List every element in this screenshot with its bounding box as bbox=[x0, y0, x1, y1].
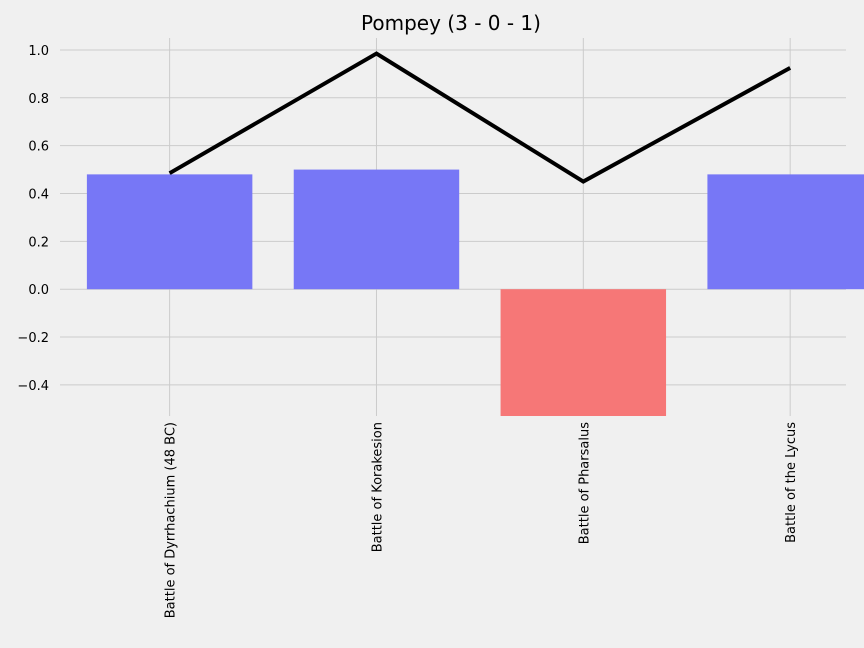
bar bbox=[707, 174, 864, 290]
y-tick-label: −0.2 bbox=[17, 331, 49, 346]
y-tick-label: 0.8 bbox=[28, 92, 49, 107]
y-tick-label: 0.6 bbox=[28, 140, 49, 155]
series-line bbox=[168, 51, 792, 184]
series-line-group bbox=[168, 51, 792, 184]
y-tick-label: −0.4 bbox=[17, 379, 49, 394]
bar bbox=[293, 169, 460, 290]
y-tick-label: 0.4 bbox=[28, 188, 49, 203]
x-tick-label: Battle of Pharsalus bbox=[577, 422, 592, 544]
x-tick-label: Battle of Dyrrhachium (48 BC) bbox=[164, 422, 179, 618]
bars bbox=[86, 169, 864, 416]
y-tick-label: 0.0 bbox=[28, 283, 49, 298]
bar bbox=[86, 174, 253, 290]
x-axis-ticks: Battle of Dyrrhachium (48 BC) Battle of K… bbox=[164, 422, 800, 618]
y-axis-ticks: −0.4 −0.2 0.0 0.2 0.4 0.6 0.8 1.0 bbox=[17, 44, 49, 394]
y-tick-label: 0.2 bbox=[28, 235, 49, 250]
x-tick-label: Battle of the Lycus bbox=[784, 422, 799, 543]
chart-title: Pompey (3 - 0 - 1) bbox=[361, 11, 541, 35]
x-tick-label: Battle of Korakesion bbox=[370, 422, 385, 552]
bar bbox=[500, 289, 667, 416]
y-tick-label: 1.0 bbox=[28, 44, 49, 59]
